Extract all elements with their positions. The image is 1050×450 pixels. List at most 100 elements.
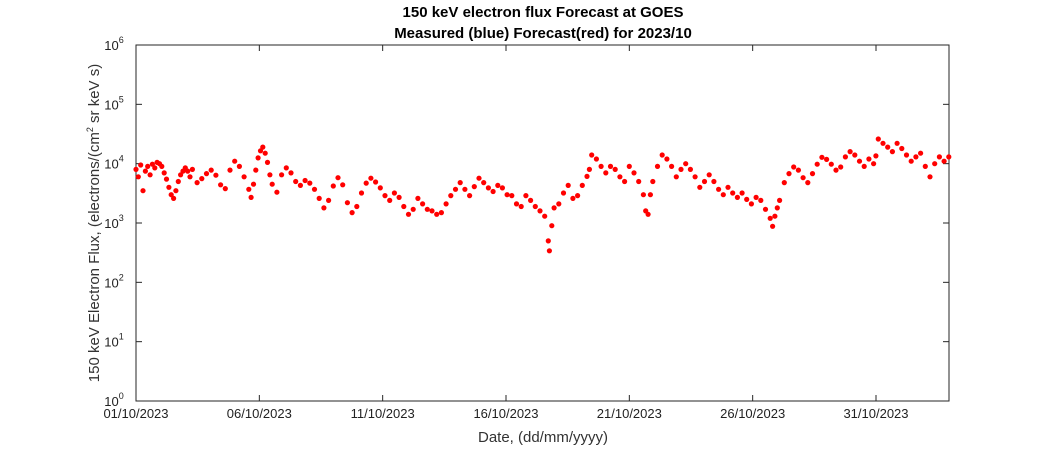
- data-point: [269, 181, 275, 187]
- data-point: [429, 208, 435, 214]
- data-point: [171, 195, 177, 201]
- data-point: [199, 176, 205, 182]
- data-point: [856, 158, 863, 164]
- data-point: [593, 156, 600, 162]
- data-point: [946, 154, 952, 160]
- data-point: [255, 155, 261, 161]
- data-point: [321, 205, 327, 211]
- data-point: [253, 167, 259, 173]
- data-point: [753, 194, 759, 200]
- data-point: [720, 192, 726, 198]
- data-point: [537, 208, 543, 214]
- data-point: [387, 197, 393, 203]
- data-point: [647, 192, 654, 198]
- data-point: [166, 184, 172, 190]
- data-point: [149, 161, 155, 167]
- data-point: [748, 201, 755, 207]
- data-point: [227, 167, 233, 173]
- data-point: [589, 152, 595, 158]
- data-point: [457, 180, 463, 186]
- x-axis-label: Date, (dd/mm/yyyy): [478, 429, 608, 446]
- data-point: [382, 193, 388, 199]
- y-tick-label: 105: [104, 94, 123, 112]
- data-point: [513, 201, 520, 207]
- data-point: [452, 186, 459, 192]
- data-point: [283, 165, 289, 171]
- data-point: [208, 167, 214, 173]
- data-point: [758, 197, 764, 203]
- data-point: [899, 145, 905, 152]
- data-point: [189, 166, 195, 172]
- data-point: [814, 161, 820, 167]
- data-point: [885, 144, 891, 150]
- data-point: [549, 223, 555, 229]
- data-point: [706, 172, 712, 178]
- data-point: [363, 180, 369, 186]
- data-point: [133, 166, 139, 172]
- data-point: [377, 185, 383, 191]
- data-point: [135, 174, 141, 180]
- data-point: [701, 178, 708, 185]
- data-point: [152, 165, 158, 171]
- data-point: [941, 158, 947, 164]
- data-point: [687, 166, 694, 172]
- data-point: [140, 188, 146, 194]
- y-tick-base: 10: [104, 38, 118, 53]
- data-point: [523, 193, 529, 199]
- data-point: [866, 156, 872, 162]
- data-point: [833, 167, 839, 173]
- data-point: [730, 190, 736, 196]
- data-point: [246, 186, 252, 192]
- data-point: [612, 166, 618, 172]
- data-point: [168, 192, 174, 198]
- data-point: [546, 248, 553, 254]
- data-point: [401, 203, 407, 210]
- data-point: [504, 192, 510, 198]
- y-tick-base: 10: [104, 97, 118, 112]
- data-point: [809, 171, 816, 177]
- data-series: [133, 136, 952, 254]
- data-point: [264, 159, 271, 165]
- y-tick-label: 106: [104, 35, 123, 53]
- data-point: [509, 193, 515, 199]
- data-point: [471, 184, 477, 190]
- x-tick-label: 31/10/2023: [843, 406, 908, 421]
- data-point: [288, 170, 294, 176]
- data-point: [598, 163, 604, 169]
- data-point: [767, 215, 773, 221]
- data-point: [762, 206, 769, 212]
- data-point: [838, 164, 844, 170]
- data-point: [560, 190, 567, 196]
- data-point: [490, 188, 496, 195]
- data-point: [739, 190, 745, 196]
- data-point: [678, 166, 684, 172]
- data-point: [175, 178, 181, 185]
- data-point: [800, 175, 806, 181]
- data-point: [603, 170, 609, 176]
- data-point: [922, 163, 928, 169]
- data-point: [267, 172, 273, 178]
- data-point: [142, 168, 148, 174]
- y-tick-exponent: 5: [119, 94, 124, 104]
- data-point: [927, 174, 933, 180]
- data-point: [187, 174, 193, 180]
- x-tick-label: 16/10/2023: [473, 406, 538, 421]
- data-point: [232, 158, 238, 164]
- y-tick-exponent: 1: [119, 332, 124, 342]
- y-tick-label: 100: [104, 391, 123, 409]
- data-point: [476, 175, 482, 181]
- data-point: [873, 153, 879, 159]
- y-tick-exponent: 0: [119, 391, 124, 401]
- data-point: [791, 164, 797, 170]
- data-point: [781, 180, 787, 186]
- data-point: [424, 206, 430, 212]
- data-point: [774, 205, 780, 211]
- data-point: [354, 203, 360, 210]
- data-point: [861, 163, 867, 169]
- data-point: [659, 152, 665, 158]
- data-point: [532, 203, 538, 210]
- data-point: [307, 180, 313, 186]
- data-point: [420, 201, 426, 207]
- data-point: [178, 172, 184, 178]
